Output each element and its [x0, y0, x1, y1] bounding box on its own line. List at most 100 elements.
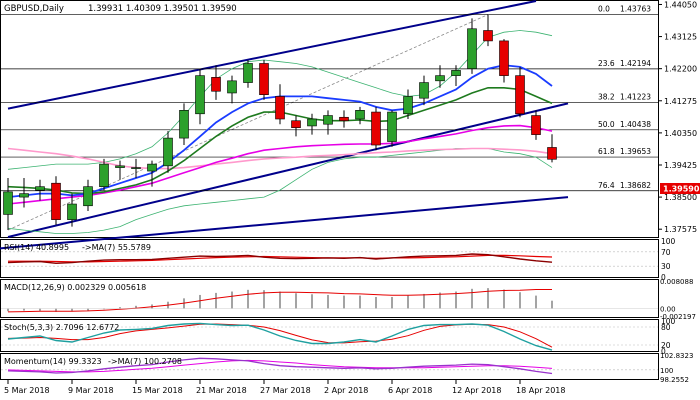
channel-line [7, 102, 569, 238]
momentum-ma-title: ->MA(7) 100.2708 [108, 357, 182, 366]
candle-bull [451, 70, 461, 76]
fib-level-percent: 50.0 [598, 120, 615, 129]
time-axis-label: 6 Apr 2018 [388, 386, 432, 395]
candle-bull [35, 186, 45, 191]
channel-line [0, 196, 569, 250]
fib-level-percent: 0.0 [598, 4, 610, 13]
time-axis-label: 15 Mar 2018 [132, 386, 183, 395]
stoch-axis-label: 100 [661, 317, 676, 326]
chart-symbol-title: GBPUSD,Daily [4, 4, 64, 14]
axis-layer: 1.44050 1.43125 1.42200 1.41275 1.40350 1.394… [4, 0, 697, 395]
candle-bull [67, 203, 77, 220]
candle-bull [243, 63, 253, 83]
candle-bear [547, 147, 557, 160]
candle-bull [307, 118, 317, 127]
candle-bear [211, 77, 221, 92]
current-price-box [660, 183, 700, 194]
rsi-title: RSI(14) 40.8995 [4, 243, 69, 252]
fib-level-percent: 76.4 [598, 181, 615, 190]
candle-bear [531, 115, 541, 135]
rsi-ma-line [8, 254, 553, 263]
time-axis-label: 12 Apr 2018 [452, 386, 501, 395]
fib-level-percent: 23.6 [598, 59, 615, 68]
candle-bull [3, 191, 13, 215]
candle-bear [515, 75, 525, 115]
time-axis-label: 27 Mar 2018 [260, 386, 311, 395]
candle-bull [115, 165, 125, 168]
candle-bull [355, 110, 365, 120]
price-axis-label: 1.43125 [664, 33, 697, 42]
rsi-line [7, 253, 553, 265]
momentum-axis-label: 100 [660, 367, 673, 375]
price-layer: 0.0 1.43763 23.6 1.42194 38.2 1.41223 50.0 1.40… [0, 0, 658, 250]
price-axis-label: 1.38500 [664, 193, 697, 202]
fib-swing-line [7, 14, 489, 231]
fib-level-percent: 61.8 [598, 147, 615, 156]
candle-bear [291, 120, 301, 128]
current-price-label: 1.39590 [663, 185, 700, 194]
rsi-panel [0, 239, 659, 278]
stoch-axis-label: 0 [661, 347, 666, 356]
fib-level-percent: 38.2 [598, 93, 615, 102]
macd-panel [0, 279, 659, 318]
momentum-line [7, 357, 553, 375]
rsi-axis-label: 30 [661, 262, 671, 271]
macd-axis-label: 0.008088 [660, 278, 693, 286]
price-axis-label: 1.40350 [664, 129, 697, 138]
fib-level-value: 1.40438 [620, 120, 651, 129]
candle-bull [99, 163, 109, 187]
candle-bear [51, 182, 61, 220]
candle-bull [147, 163, 157, 172]
fib-level-value: 1.38682 [620, 181, 651, 190]
macd-axis-label: -0.002197 [660, 313, 696, 321]
candle-bear [483, 30, 493, 42]
time-axis-label: 5 Mar 2018 [4, 386, 50, 395]
candle-bear [371, 111, 381, 146]
candle-bull [163, 137, 173, 167]
fib-level-value: 1.41223 [620, 93, 651, 102]
fib-level-value: 1.43763 [620, 4, 651, 13]
candle-bear [499, 40, 509, 76]
main-price-panel [0, 0, 659, 238]
macd-title: MACD(12,26,9) 0.002329 0.005618 [4, 283, 146, 292]
stoch-axis-label: 80 [661, 323, 671, 332]
macd-signal-line [7, 289, 552, 313]
candle-bull [227, 80, 237, 94]
channel-line [7, 0, 537, 110]
ma-pink-line [7, 147, 553, 170]
candle-bull [467, 28, 477, 69]
candle-bull [387, 111, 397, 142]
price-axis-label: 1.44050 [664, 0, 697, 9]
ma-magenta-line [7, 124, 553, 205]
price-axis-label: 1.39425 [664, 161, 697, 170]
indicator-layer [1, 251, 658, 375]
stoch-axis-label: 20 [661, 341, 671, 350]
rsi-axis-label: 70 [661, 248, 671, 257]
chart-ohlc-readout: 1.39931 1.40309 1.39501 1.39590 [88, 4, 237, 14]
stoch-title: Stoch(5,3,3) 2.7096 12.6772 [4, 323, 119, 332]
candle-bear [275, 96, 285, 120]
rsi-axis-label: 100 [661, 237, 676, 246]
candle-bear [339, 116, 349, 122]
rsi-axis-label: 0 [661, 273, 666, 282]
candle-bull [19, 193, 29, 198]
price-axis-label: 1.41275 [664, 97, 697, 106]
stoch-k-line [7, 322, 553, 351]
momentum-panel [0, 353, 659, 380]
momentum-axis-label: 102.8323 [660, 352, 693, 360]
time-axis-label: 2 Apr 2018 [324, 386, 368, 395]
stoch-panel [0, 319, 659, 352]
candle-bull [83, 186, 93, 207]
time-axis-label: 21 Mar 2018 [196, 386, 247, 395]
price-axis-label: 1.37575 [664, 225, 697, 234]
bollinger-upper-line [7, 30, 553, 170]
candle-bull [131, 167, 141, 169]
time-axis-label: 9 Mar 2018 [68, 386, 114, 395]
candle-bull [419, 82, 429, 99]
fib-level-value: 1.39653 [620, 147, 651, 156]
fib-level-value: 1.42194 [620, 59, 651, 68]
price-axis-label: 1.42200 [664, 65, 697, 74]
candle-bear [259, 63, 269, 96]
candle-bull [323, 115, 333, 125]
